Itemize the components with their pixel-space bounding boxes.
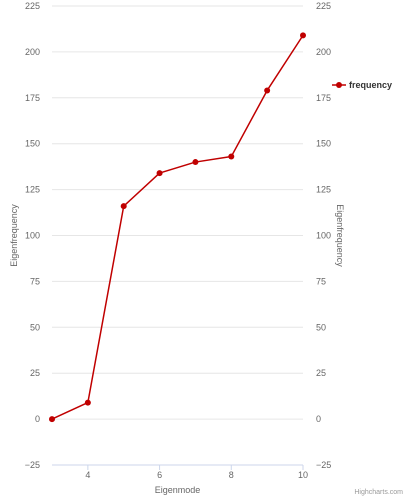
y-tick-label-right: 200 [316, 47, 331, 57]
x-tick-label: 6 [157, 470, 162, 480]
credits-link[interactable]: Highcharts.com [354, 489, 403, 496]
y-tick-label-left: 0 [35, 414, 40, 424]
y-tick-label-right: 100 [316, 231, 331, 241]
y-tick-label-left: 150 [25, 139, 40, 149]
y-tick-label-right: 50 [316, 322, 326, 332]
y-tick-label-right: 25 [316, 368, 326, 378]
y-tick-label-left: 175 [25, 93, 40, 103]
y-tick-label-left: 200 [25, 47, 40, 57]
y-tick-label-left: 25 [30, 368, 40, 378]
data-point[interactable] [156, 170, 163, 177]
data-point[interactable] [84, 399, 91, 406]
data-point[interactable] [49, 416, 55, 423]
y-tick-label-left: 225 [25, 1, 40, 11]
x-axis-title: Eigenmode [155, 485, 201, 495]
y-tick-label-left: −25 [25, 460, 40, 470]
data-point[interactable] [192, 159, 199, 166]
y-tick-label-right: 150 [316, 139, 331, 149]
y-tick-label-right: 75 [316, 276, 326, 286]
x-tick-label: 8 [229, 470, 234, 480]
series-line [51, 34, 304, 420]
y-tick-label-left: 125 [25, 185, 40, 195]
y-tick-label-right: 225 [316, 1, 331, 11]
legend[interactable]: frequency [332, 80, 392, 90]
data-point[interactable] [300, 32, 306, 39]
y-tick-label-right: −25 [316, 460, 331, 470]
legend-marker-symbol [336, 82, 342, 88]
data-point[interactable] [120, 203, 127, 210]
y-axis-title-right: Eigenfrequency [335, 204, 345, 267]
y-tick-label-right: 125 [316, 185, 331, 195]
axes: −25 −25 0 0 25 25 50 50 75 75 100 100 125 125 150 150 17… [25, 1, 332, 480]
legend-label-frequency[interactable]: frequency [349, 80, 392, 90]
y-tick-label-left: 50 [30, 322, 40, 332]
data-point[interactable] [228, 153, 235, 160]
y-tick-label-right: 175 [316, 93, 331, 103]
series-frequency [49, 32, 306, 423]
y-tick-label-left: 100 [25, 231, 40, 241]
data-point[interactable] [264, 87, 271, 94]
x-tick-label: 4 [85, 470, 90, 480]
y-axis-title-left: Eigenfrequency [9, 204, 19, 267]
y-tick-label-left: 75 [30, 276, 40, 286]
x-tick-label: 10 [298, 470, 308, 480]
y-tick-label-right: 0 [316, 414, 321, 424]
